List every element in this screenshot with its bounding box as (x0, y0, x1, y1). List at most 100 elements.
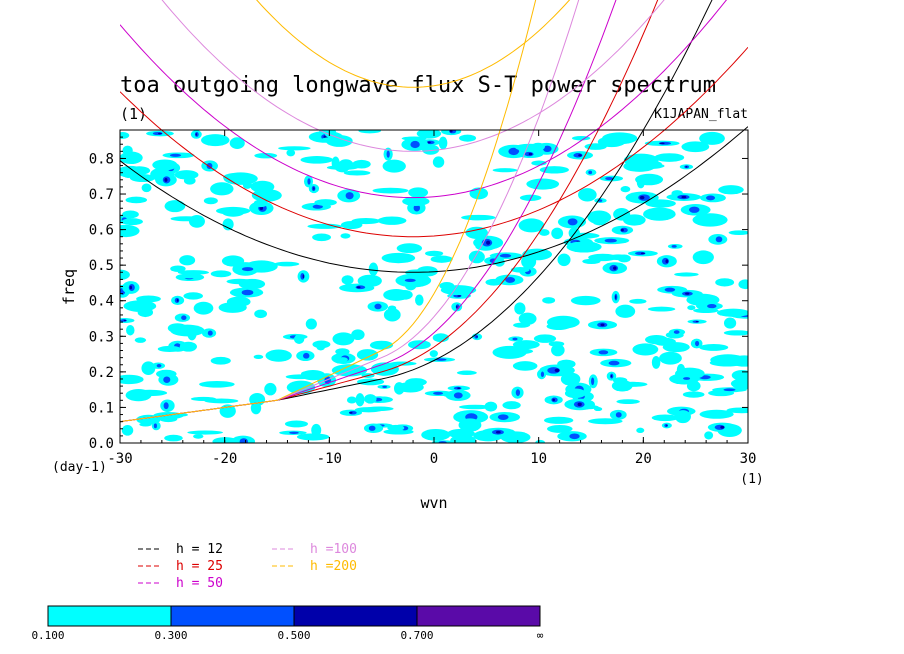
contour-patch (731, 369, 748, 381)
contour-patch (383, 308, 401, 322)
contour-patch (254, 309, 268, 319)
y-tick-label: 0.4 (89, 294, 114, 310)
contour-patch-level2 (169, 153, 182, 157)
contour-patch-level2 (689, 206, 700, 213)
contour-patch (340, 233, 351, 239)
contour-patch-level2 (404, 278, 416, 282)
contour-patch-level3 (158, 132, 162, 135)
contour-patch (264, 382, 277, 396)
contour-patch (424, 250, 444, 257)
contour-patch (137, 307, 154, 318)
contour-patch (693, 308, 719, 314)
y-axis-label: freq (60, 269, 78, 305)
contour-patch (201, 134, 230, 147)
x-tick-label: -30 (107, 451, 132, 467)
contour-patch (311, 423, 322, 437)
contour-patch-level2 (374, 303, 382, 310)
contour-patch (682, 391, 705, 398)
contour-patch-level3 (554, 368, 560, 373)
contour-patch-level3 (666, 424, 668, 427)
contour-patch-level3 (615, 295, 617, 299)
contour-patch (307, 223, 342, 229)
contour-patch (221, 255, 245, 267)
contour-patch (300, 156, 334, 164)
contour-patch (381, 252, 416, 264)
contour-patch (514, 302, 526, 315)
contour-patch (222, 218, 234, 231)
contour-patch (617, 381, 648, 387)
contour-patch (547, 424, 573, 433)
color-bar-cell (416, 605, 541, 627)
contour-patch-level2 (499, 253, 512, 258)
contour-patch-level3 (613, 266, 617, 270)
x-unit-label: (1) (740, 472, 763, 487)
contour-patch (357, 274, 382, 288)
contour-patch (654, 153, 685, 162)
contour-patch-level3 (349, 411, 353, 414)
contour-patch (531, 160, 547, 166)
contour-patch (216, 206, 251, 215)
contour-patch (629, 298, 647, 304)
contour-patch-level3 (610, 374, 613, 378)
contour-patch (484, 401, 498, 412)
contour-patch-level3 (578, 154, 582, 157)
contour-patch (253, 354, 264, 359)
x-tick-label: 30 (740, 451, 757, 467)
dispersion-curve-upper (161, 0, 665, 152)
contour-patch-level3 (195, 133, 198, 136)
contour-patch (177, 274, 202, 279)
contour-patch (723, 317, 737, 329)
contour-patch-level2 (615, 412, 622, 418)
contour-patch (364, 394, 377, 404)
contour-patch (632, 343, 659, 356)
contour-patch (416, 130, 442, 139)
contour-patch-level2 (382, 385, 387, 388)
contour-patch-level2 (239, 438, 248, 443)
y-tick-label: 0.3 (89, 329, 114, 345)
contour-patch-level3 (600, 323, 605, 327)
contour-patch (557, 253, 571, 267)
contour-patch (278, 146, 311, 151)
contour-patch-level2 (289, 431, 299, 434)
dispersion-curve-upper (256, 0, 571, 88)
contour-patch (129, 174, 156, 182)
contour-patch (512, 340, 540, 350)
color-bar: 0.100 0.300 0.500 0.700 ∞ (31, 605, 544, 642)
contour-patch (377, 216, 407, 225)
contour-patch (494, 257, 505, 267)
contour-patch (210, 356, 231, 365)
contour-patch (238, 278, 266, 290)
contour-patch-level2 (515, 389, 521, 396)
contour-patch (492, 168, 518, 173)
contour-patch (635, 173, 664, 186)
contour-patch (212, 437, 239, 443)
contour-patch (699, 131, 725, 145)
contour-patch-level2 (156, 363, 162, 368)
color-bar-label: 0.300 (154, 629, 187, 642)
contour-patch-level2 (723, 388, 736, 392)
contour-patch (512, 361, 538, 371)
contour-patch (356, 349, 379, 361)
contour-patch-level2 (153, 423, 157, 429)
contour-patch-level3 (455, 305, 458, 309)
contour-patch (535, 439, 546, 443)
contour-patch (643, 207, 676, 221)
contour-patch (396, 243, 423, 254)
contour-patch (692, 213, 728, 227)
contour-patch (450, 434, 476, 443)
y-unit-label: (day-1) (52, 460, 107, 475)
contour-patch (265, 349, 292, 362)
contour-patch-level3 (659, 142, 665, 145)
contour-patch (393, 382, 405, 395)
contour-patch-level2 (410, 140, 420, 149)
contour-patch (415, 294, 424, 306)
contour-patch (620, 186, 631, 193)
chart-subtitle-right: K1JAPAN_flat (654, 107, 748, 122)
contour-patch-level2 (413, 204, 421, 212)
contour-patch (383, 289, 410, 301)
contour-patch (681, 141, 710, 153)
contour-patch (526, 178, 560, 190)
contour-patch-level2 (664, 287, 676, 292)
contour-patch (687, 305, 696, 311)
contour-patch (229, 137, 245, 150)
